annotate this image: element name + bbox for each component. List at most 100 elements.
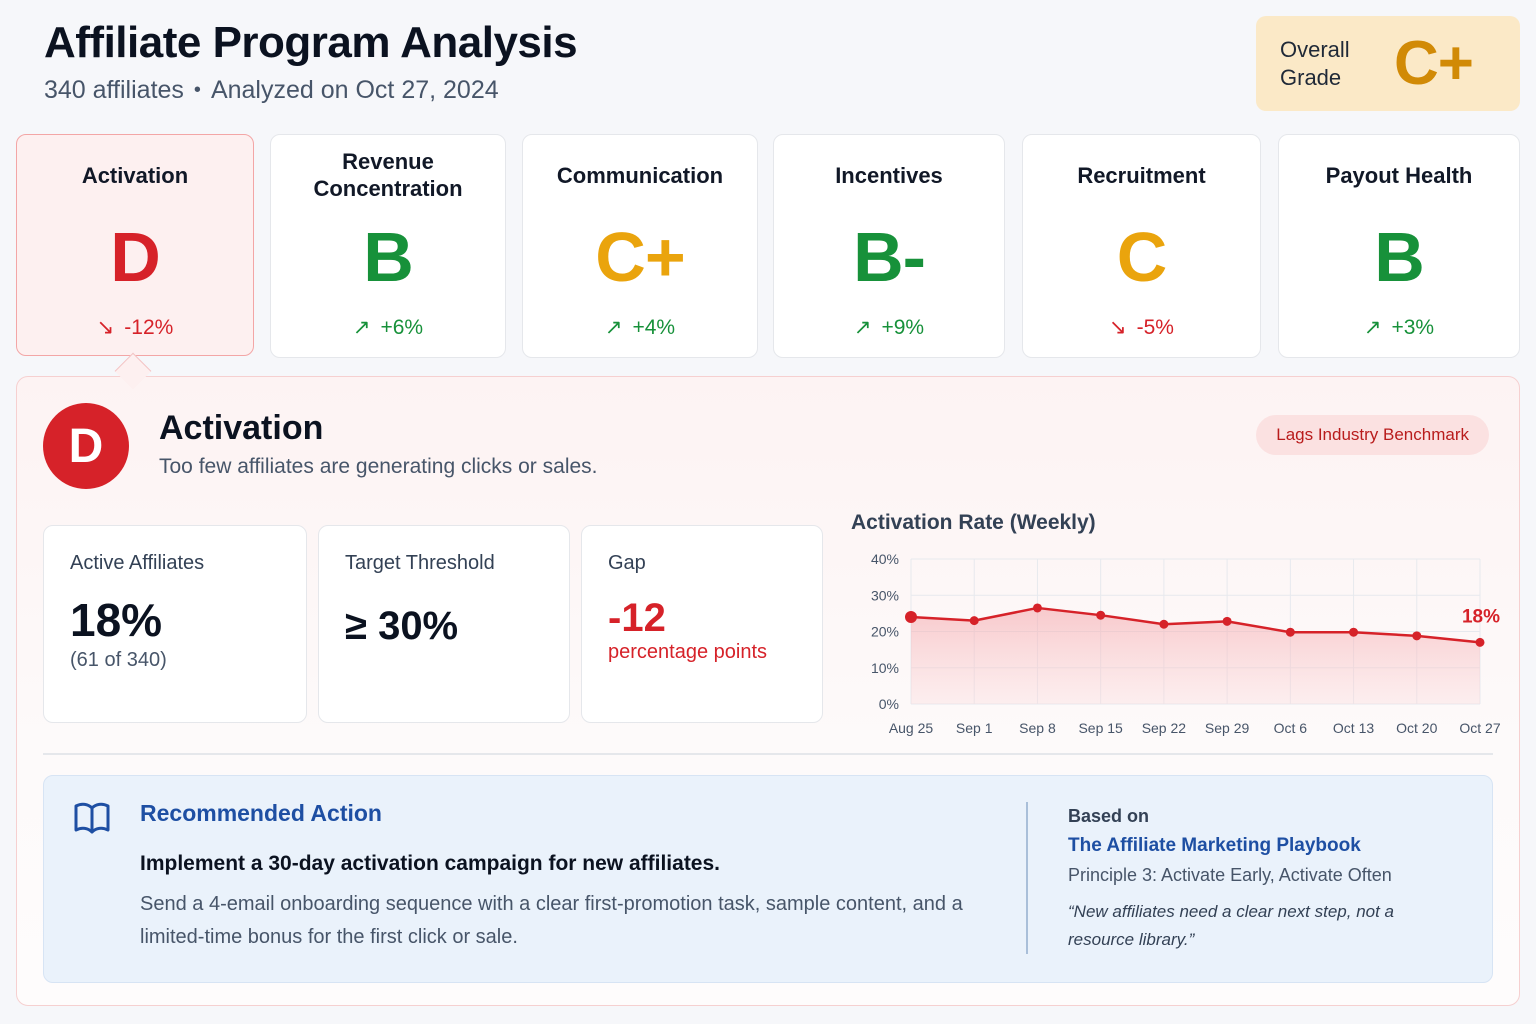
- y-tick-label: 40%: [871, 551, 899, 567]
- action-title: Implement a 30-day activation campaign f…: [140, 852, 721, 875]
- card-grade: D: [110, 218, 161, 296]
- source-reference: Based on The Affiliate Marketing Playboo…: [1068, 806, 1468, 954]
- trend-down-icon: ↘: [96, 316, 115, 339]
- y-tick-label: 10%: [871, 660, 899, 676]
- line-chart-svg: 0% 10% 20% 30% 40% Aug 25 Sep 1 Sep 8 Sep 15 Sep …: [871, 551, 1501, 736]
- category-card-revenue-concentration[interactable]: Revenue Concentration B ↗ +6%: [270, 134, 506, 358]
- y-tick-label: 20%: [871, 624, 899, 640]
- activation-rate-chart: Activation Rate (Weekly) 0% 10% 20% 30% 40% A…: [843, 507, 1503, 747]
- based-on-label: Based on: [1068, 806, 1150, 826]
- card-grade: C: [1116, 218, 1168, 296]
- x-tick-label: Oct 27: [1459, 720, 1500, 736]
- area-fill: [911, 607, 1480, 704]
- page-title: Affiliate Program Analysis: [44, 18, 578, 67]
- card-title: Revenue Concentration: [313, 149, 463, 201]
- page-subtitle: 340 affiliates • Analyzed on Oct 27, 202…: [44, 76, 577, 105]
- principle-text: Principle 3: Activate Early, Activate Of…: [1068, 865, 1392, 885]
- card-title: Recruitment: [1077, 162, 1206, 188]
- metric-subtext: (61 of 340): [70, 649, 167, 671]
- trend-up-icon: ↗: [604, 316, 623, 339]
- section-divider: [43, 753, 1493, 755]
- x-tick-label: Sep 1: [956, 720, 993, 736]
- quote-text: “New affiliates need a clear next step, …: [1068, 902, 1395, 949]
- x-tick-label: Oct 20: [1396, 720, 1437, 736]
- card-change: ↗ +6%: [353, 315, 423, 340]
- action-body: Send a 4-email onboarding sequence with …: [140, 893, 963, 948]
- x-tick-label: Oct 13: [1333, 720, 1374, 736]
- end-value-label: 18%: [1462, 606, 1500, 627]
- book-title: The Affiliate Marketing Playbook: [1068, 835, 1361, 856]
- category-card-communication[interactable]: Communication C+ ↗ +4%: [522, 134, 758, 358]
- data-point: [905, 611, 917, 623]
- card-grade: B: [363, 218, 414, 296]
- change-value: -12%: [124, 315, 174, 339]
- y-tick-label: 0%: [879, 696, 899, 712]
- category-cards: Activation D ↘ -12% Revenue Concentratio…: [16, 134, 1520, 358]
- card-title: Activation: [81, 162, 189, 188]
- benchmark-badge: Lags Industry Benchmark: [1256, 415, 1489, 455]
- metric-card-gap: Gap -12 percentage points: [581, 525, 823, 723]
- detail-title: Activation: [159, 409, 324, 447]
- metric-card-target-threshold: Target Threshold ≥ 30%: [318, 525, 570, 723]
- x-tick-label: Sep 22: [1142, 720, 1187, 736]
- data-point: [1285, 627, 1295, 637]
- x-tick-label: Oct 6: [1274, 720, 1308, 736]
- data-point: [1032, 603, 1042, 613]
- trend-up-icon: ↗: [853, 316, 872, 339]
- action-heading: Recommended Action: [140, 800, 382, 826]
- activation-detail-panel: D Activation Too few affiliates are gene…: [16, 376, 1520, 1006]
- data-point: [1349, 627, 1359, 637]
- series-line: [910, 606, 1481, 644]
- page-header: Affiliate Program Analysis 340 affiliate…: [44, 18, 578, 105]
- category-card-activation[interactable]: Activation D ↘ -12%: [16, 134, 254, 356]
- data-point: [1222, 616, 1232, 626]
- category-card-recruitment[interactable]: Recruitment C ↘ -5%: [1022, 134, 1261, 358]
- category-card-incentives[interactable]: Incentives B- ↗ +9%: [773, 134, 1005, 358]
- card-grade: B: [1374, 218, 1425, 296]
- card-change: ↗ +3%: [1364, 315, 1434, 340]
- x-tick-label: Sep 15: [1078, 720, 1123, 736]
- data-point: [1475, 637, 1485, 647]
- book-icon: [74, 802, 110, 834]
- metric-value: 18%: [70, 594, 163, 646]
- data-point: [1159, 619, 1169, 629]
- trend-down-icon: ↘: [1109, 316, 1127, 339]
- metric-label: Target Threshold: [345, 552, 495, 574]
- data-point: [1096, 610, 1106, 620]
- change-value: -5%: [1136, 315, 1174, 339]
- metric-subtext: percentage points: [608, 641, 768, 663]
- metric-value: ≥ 30%: [345, 604, 459, 648]
- card-change: ↗ +4%: [605, 315, 675, 340]
- card-change: ↘ -12%: [97, 315, 174, 340]
- detail-description: Too few affiliates are generating clicks…: [159, 455, 598, 478]
- affiliate-count: 340 affiliates: [44, 76, 184, 104]
- card-change: ↘ -5%: [1109, 315, 1174, 340]
- metric-label: Gap: [608, 552, 646, 574]
- overall-grade-badge: Overall Grade C+: [1256, 16, 1520, 111]
- card-title: Payout Health: [1325, 162, 1473, 188]
- data-point: [969, 616, 979, 626]
- card-change: ↗ +9%: [854, 315, 924, 340]
- metric-label: Active Affiliates: [70, 552, 205, 574]
- card-title: Communication: [556, 162, 724, 188]
- analysis-date: Analyzed on Oct 27, 2024: [210, 76, 499, 104]
- trend-up-icon: ↗: [1363, 316, 1382, 339]
- overall-grade-label: Overall Grade: [1280, 36, 1350, 90]
- grade-badge: D: [43, 403, 129, 489]
- y-tick-label: 30%: [871, 587, 899, 603]
- metric-value: -12: [608, 596, 666, 640]
- trend-up-icon: ↗: [352, 316, 371, 339]
- chart-title: Activation Rate (Weekly): [851, 511, 1096, 534]
- data-point: [1412, 631, 1422, 641]
- change-value: +6%: [380, 315, 424, 339]
- overall-grade-value: C+: [1394, 29, 1474, 98]
- change-value: +3%: [1391, 315, 1435, 339]
- category-card-payout-health[interactable]: Payout Health B ↗ +3%: [1278, 134, 1520, 358]
- separator-dot: •: [193, 79, 201, 101]
- x-tick-label: Aug 25: [889, 720, 934, 736]
- vertical-divider: [1026, 802, 1028, 954]
- change-value: +4%: [632, 315, 676, 339]
- metric-card-active-affiliates: Active Affiliates 18% (61 of 340): [43, 525, 307, 723]
- card-grade: C+: [595, 218, 685, 296]
- change-value: +9%: [881, 315, 925, 339]
